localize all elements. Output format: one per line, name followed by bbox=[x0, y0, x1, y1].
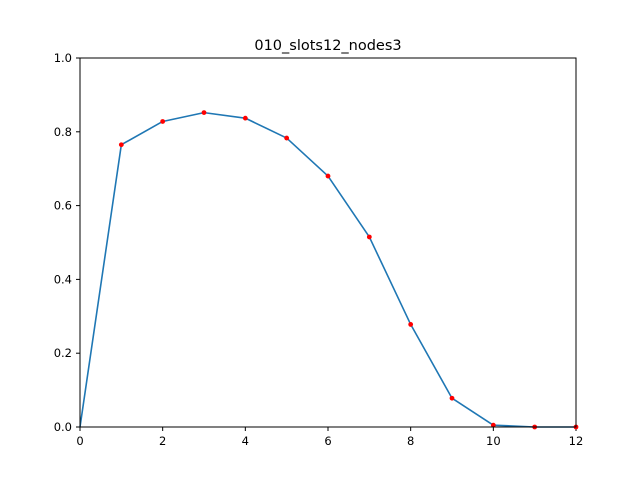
data-point bbox=[242, 115, 248, 121]
x-tick-label: 2 bbox=[159, 434, 166, 448]
x-tick-label: 10 bbox=[486, 434, 501, 448]
data-point bbox=[284, 135, 290, 141]
y-tick-label: 1.0 bbox=[54, 51, 72, 65]
data-point bbox=[408, 322, 414, 327]
data-point bbox=[366, 234, 372, 240]
y-tick-label: 0.2 bbox=[54, 346, 72, 360]
chart-title: 010_slots12_nodes3 bbox=[254, 38, 401, 54]
x-axis: 0 2 4 6 8 10 12 bbox=[76, 427, 583, 448]
x-tick-label: 0 bbox=[76, 434, 83, 448]
x-tick-label: 8 bbox=[407, 434, 414, 448]
plot-frame bbox=[79, 57, 577, 428]
y-tick-label: 0.8 bbox=[54, 125, 72, 139]
series-line bbox=[79, 111, 576, 428]
data-point bbox=[118, 142, 124, 148]
y-tick-label: 0.6 bbox=[54, 199, 72, 213]
data-point bbox=[325, 173, 331, 179]
data-point bbox=[160, 119, 166, 124]
y-axis: 0.0 0.2 0.4 0.6 0.8 1.0 bbox=[54, 51, 80, 434]
y-tick-label: 0.0 bbox=[54, 420, 72, 434]
x-tick-label: 12 bbox=[569, 434, 584, 448]
x-tick-label: 6 bbox=[324, 434, 331, 448]
data-point bbox=[201, 110, 207, 116]
data-point bbox=[490, 422, 496, 428]
y-tick-label: 0.4 bbox=[54, 272, 72, 286]
x-tick-label: 4 bbox=[242, 434, 249, 448]
data-point bbox=[449, 395, 455, 401]
series-layer bbox=[79, 110, 579, 430]
